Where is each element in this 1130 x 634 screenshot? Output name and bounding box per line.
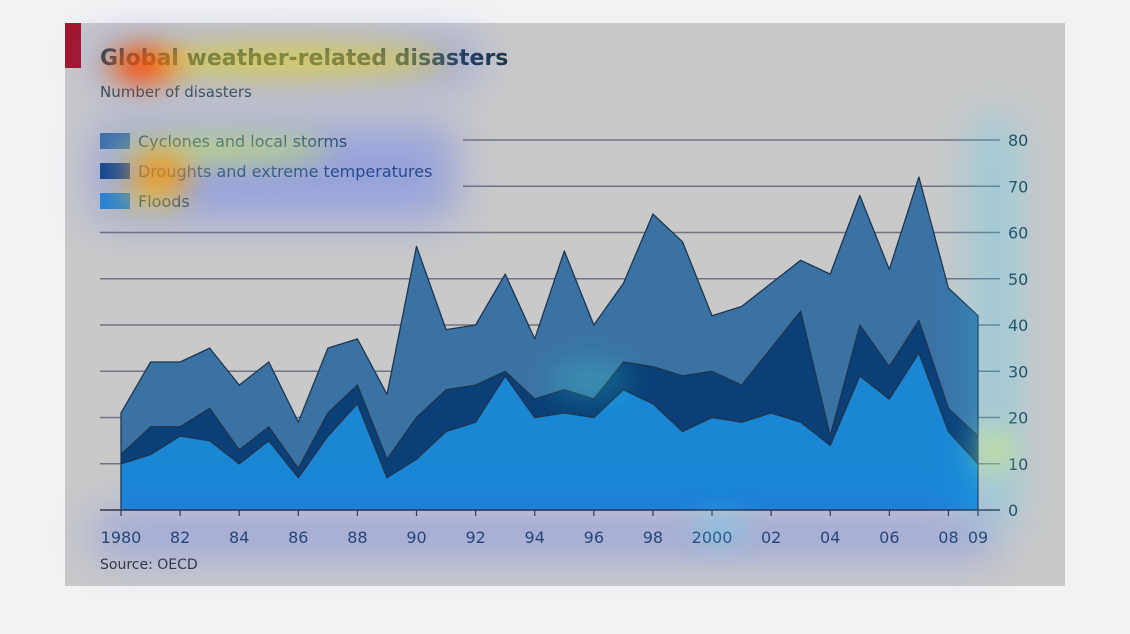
- legend-label-droughts: Droughts and extreme temperatures: [138, 161, 433, 181]
- accent-bar: [65, 23, 81, 68]
- x-tick-label: 86: [288, 528, 308, 547]
- y-tick-label: 50: [1008, 270, 1028, 289]
- x-tick-label: 04: [820, 528, 840, 547]
- chart-subtitle: Number of disasters: [100, 83, 252, 101]
- x-tick-label: 84: [229, 528, 249, 547]
- x-tick-label: 90: [406, 528, 426, 547]
- legend-label-cyclones: Cyclones and local storms: [138, 131, 348, 151]
- x-tick-label: 88: [347, 528, 367, 547]
- x-tick-label: 08: [938, 528, 958, 547]
- chart-source: Source: OECD: [100, 557, 198, 573]
- y-tick-label: 10: [1008, 455, 1028, 474]
- legend-item-floods: Floods: [100, 191, 190, 211]
- y-tick-label: 80: [1008, 131, 1028, 150]
- x-tick-label: 92: [465, 528, 485, 547]
- y-tick-label: 70: [1008, 177, 1028, 196]
- x-tick-label: 1980: [101, 528, 142, 547]
- chart-title: Global weather-related disasters: [100, 46, 509, 71]
- legend-swatch-floods: [100, 193, 130, 209]
- x-tick-label: 96: [584, 528, 604, 547]
- legend-swatch-droughts: [100, 163, 130, 179]
- legend-item-cyclones: Cyclones and local storms: [100, 131, 347, 151]
- y-tick-label: 0: [1008, 501, 1018, 520]
- y-tick-label: 30: [1008, 362, 1028, 381]
- x-tick-label: 98: [643, 528, 663, 547]
- legend-item-droughts: Droughts and extreme temperatures: [100, 161, 432, 181]
- x-tick-label: 09: [968, 528, 988, 547]
- x-tick-label: 94: [525, 528, 545, 547]
- area-layer: [120, 176, 979, 511]
- x-tick-label: 82: [170, 528, 190, 547]
- x-tick-label: 02: [761, 528, 781, 547]
- y-tick-label: 40: [1008, 316, 1028, 335]
- legend-label-floods: Floods: [138, 191, 190, 211]
- x-tick-label: 2000: [692, 528, 733, 547]
- legend-swatch-cyclones: [100, 133, 130, 149]
- y-tick-label: 60: [1008, 224, 1028, 243]
- x-tick-label: 06: [879, 528, 899, 547]
- y-tick-label: 20: [1008, 409, 1028, 428]
